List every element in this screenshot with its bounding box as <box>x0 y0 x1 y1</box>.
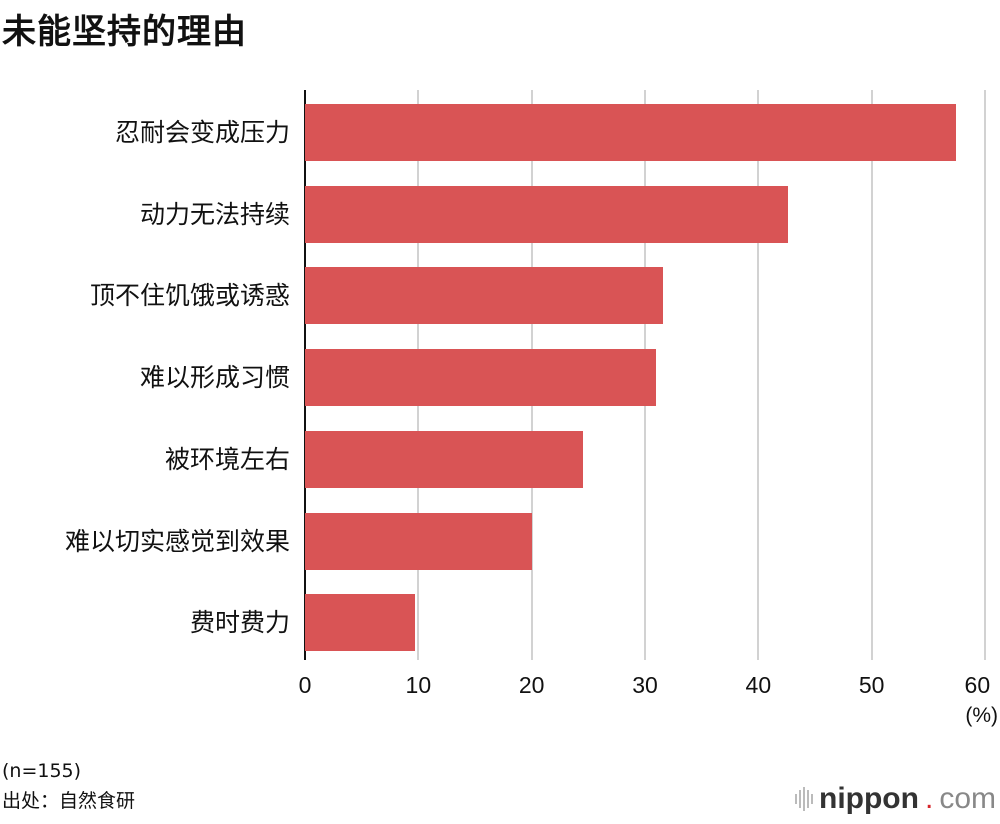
bar <box>305 512 532 570</box>
bar <box>305 349 657 407</box>
gridline <box>757 90 760 660</box>
x-axis-unit: (%) <box>965 704 998 727</box>
x-tick-label: 30 <box>632 672 658 698</box>
bar <box>305 594 415 652</box>
nippon-logo: nippon. com <box>795 782 996 816</box>
category-label: 顶不住饥饿或诱惑 <box>89 281 290 311</box>
source-note: 出处：自然食研 <box>2 790 136 812</box>
gridline <box>870 90 873 660</box>
gridline <box>984 90 986 660</box>
x-tick-label: 0 <box>298 672 312 698</box>
category-label: 难以形成习惯 <box>139 363 290 393</box>
x-tick-label: 20 <box>518 672 545 698</box>
x-tick-label: 50 <box>858 672 885 698</box>
x-tick-label: 10 <box>405 672 432 698</box>
bar <box>305 185 788 243</box>
x-tick-label: 40 <box>745 672 772 698</box>
bar <box>305 267 664 325</box>
category-label: 忍耐会变成压力 <box>114 118 290 147</box>
bar <box>305 104 956 161</box>
plot-area <box>304 90 986 660</box>
category-label: 难以切实感觉到效果 <box>64 526 290 556</box>
category-label: 动力无法持续 <box>139 199 290 229</box>
bar <box>305 430 583 488</box>
sample-size-note: (n=155) <box>2 760 82 782</box>
logo-bars-icon <box>795 787 813 811</box>
category-label: 费时费力 <box>189 608 290 638</box>
chart-title: 未能坚持的理由 <box>2 12 247 52</box>
category-label: 被环境左右 <box>164 444 290 474</box>
x-tick-label: 60 <box>964 672 991 698</box>
